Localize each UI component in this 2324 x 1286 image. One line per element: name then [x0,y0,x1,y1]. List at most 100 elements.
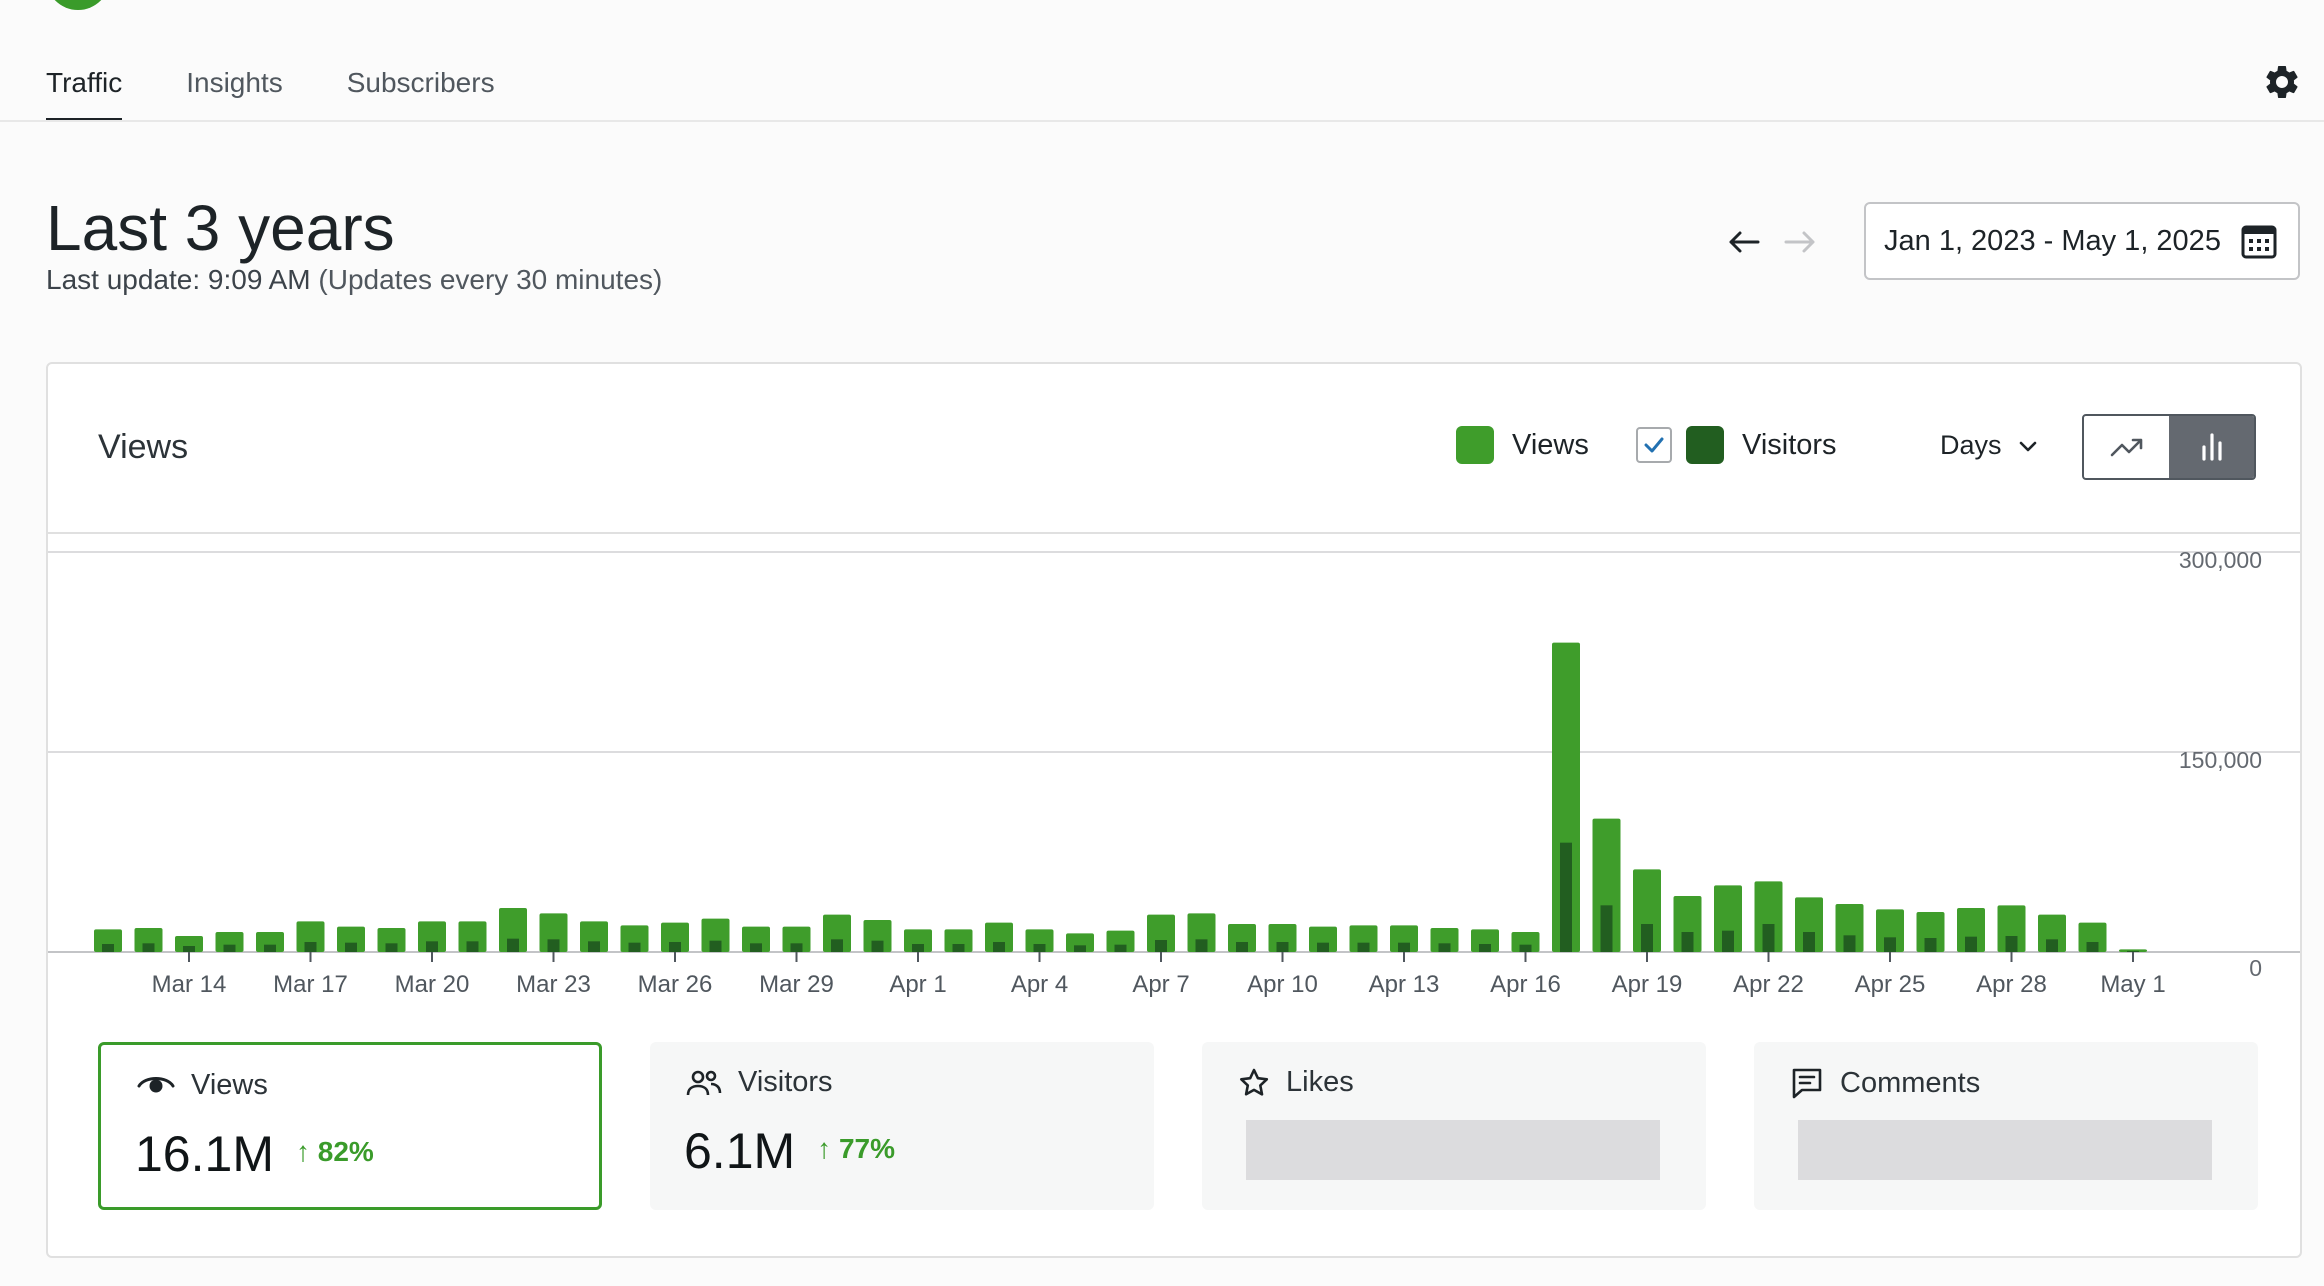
last-update-text: Last update: 9:09 AM (Updates every 30 m… [46,264,662,296]
visitors-bar [2046,939,2058,952]
stat-comments[interactable]: Comments [1754,1042,2258,1210]
page-title: Last 3 years [46,192,395,264]
views-bar [1876,909,1904,952]
visitors-bar [1317,942,1329,952]
line-chart-button[interactable] [2084,416,2169,478]
comment-icon [1792,1068,1822,1099]
views-bar [742,926,770,952]
arrow-up-icon: ↑ [817,1132,839,1164]
x-tick-label: Apr 16 [1490,971,1561,998]
views-bar [1025,929,1054,952]
stat-visitors-value: 6.1M [684,1123,796,1179]
visitors-bar [1276,942,1289,952]
x-tick-label: Apr 13 [1369,971,1440,998]
visitors-bar [669,942,681,952]
views-bar [337,926,365,952]
visitors-bar [1114,944,1127,952]
views-bar [985,922,1013,952]
visitors-checkbox[interactable] [1636,427,1672,463]
section-tabs: Traffic Insights Subscribers [46,62,559,122]
views-bar [1552,642,1580,952]
x-tick-label: Apr 25 [1855,971,1926,998]
stat-views-change-value: 82% [317,1135,374,1167]
bar-chart-button[interactable] [2169,416,2254,478]
update-frequency-note: (Updates every 30 minutes) [318,264,663,295]
visitors-bar [426,941,438,952]
x-tick-label: Mar 17 [273,971,348,998]
stat-views-label: Views [191,1069,268,1101]
y-tick-label: 150,000 [2179,747,2262,773]
views-bar [175,936,203,952]
visitors-bar [102,944,114,952]
visitors-bar [1519,944,1532,952]
x-tick-label: May 1 [2100,971,2165,998]
settings-gear-icon[interactable] [2262,62,2302,102]
views-bar [2078,922,2107,952]
visitors-bar [304,942,317,952]
tabs-divider [0,120,2324,122]
views-bar [620,925,649,952]
views-bar [580,921,608,952]
views-bar [661,922,689,952]
views-bar [1714,885,1742,952]
stat-views[interactable]: Views 16.1M ↑ 82% [98,1042,602,1210]
visitors-bar [871,940,884,952]
views-bar [1997,905,2026,952]
stat-views-change: ↑ 82% [296,1136,374,1167]
tab-subscribers[interactable]: Subscribers [346,67,495,98]
views-bar [1471,929,1499,952]
views-chart-card: Views Views Visitors Days 300,000 150,000… [46,362,2302,1258]
stat-likes-label: Likes [1286,1066,1354,1098]
x-tick-label: Mar 23 [516,971,591,998]
views-bar [701,918,730,952]
previous-period-arrow-icon[interactable] [1724,222,1764,262]
stat-visitors[interactable]: Visitors 6.1M ↑ 77% [650,1042,1154,1210]
visitors-bar [2005,936,2018,952]
views-bar [1673,896,1702,952]
site-logo [46,0,110,10]
views-bar [1349,925,1378,952]
visitors-bar [1155,940,1167,952]
legend-visitors-label: Visitors [1742,428,1837,461]
views-bar [1106,930,1135,952]
x-tick-label: Apr 10 [1247,971,1318,998]
chart-type-toggle [2082,414,2256,480]
visitors-bar [2086,942,2099,952]
y-tick-label: 0 [2249,955,2262,981]
visitors-bar [2127,950,2139,952]
tab-insights[interactable]: Insights [186,67,283,98]
x-tick-label: Apr 19 [1612,971,1683,998]
views-bar [134,928,163,952]
visitors-bar [1884,937,1896,952]
views-bar [418,921,446,952]
visitors-bar [588,941,600,952]
views-bar [1147,914,1175,952]
views-bar [1268,924,1297,952]
date-range-picker[interactable]: Jan 1, 2023 - May 1, 2025 [1864,202,2300,280]
stat-likes[interactable]: Likes [1202,1042,1706,1210]
views-bar [1309,926,1337,952]
y-tick-label: 300,000 [2179,547,2262,573]
visitors-bar [912,944,924,952]
stat-views-value-row: 16.1M ↑ 82% [135,1125,374,1183]
visitors-bar [223,944,236,952]
x-tick-label: Apr 28 [1976,971,2047,998]
x-tick-label: Mar 29 [759,971,834,998]
views-bar [1633,869,1661,952]
visitors-bar [952,944,965,952]
views-bar [1754,881,1783,952]
checkmark-icon [1644,437,1664,453]
people-icon [686,1070,722,1095]
views-bar [499,908,527,952]
views-bar [1957,908,1985,952]
x-tick-label: Apr 22 [1733,971,1804,998]
legend-visitors[interactable]: Visitors [1636,426,1837,464]
x-tick-label: Mar 26 [638,971,713,998]
legend-views[interactable]: Views [1456,426,1589,464]
next-period-arrow-icon[interactable] [1780,222,1820,262]
tab-traffic[interactable]: Traffic [46,62,123,122]
visitors-bar [142,943,155,952]
period-select[interactable]: Days [1940,430,2040,461]
views-bar [377,928,406,952]
stat-comments-header: Comments [1790,1066,1980,1100]
